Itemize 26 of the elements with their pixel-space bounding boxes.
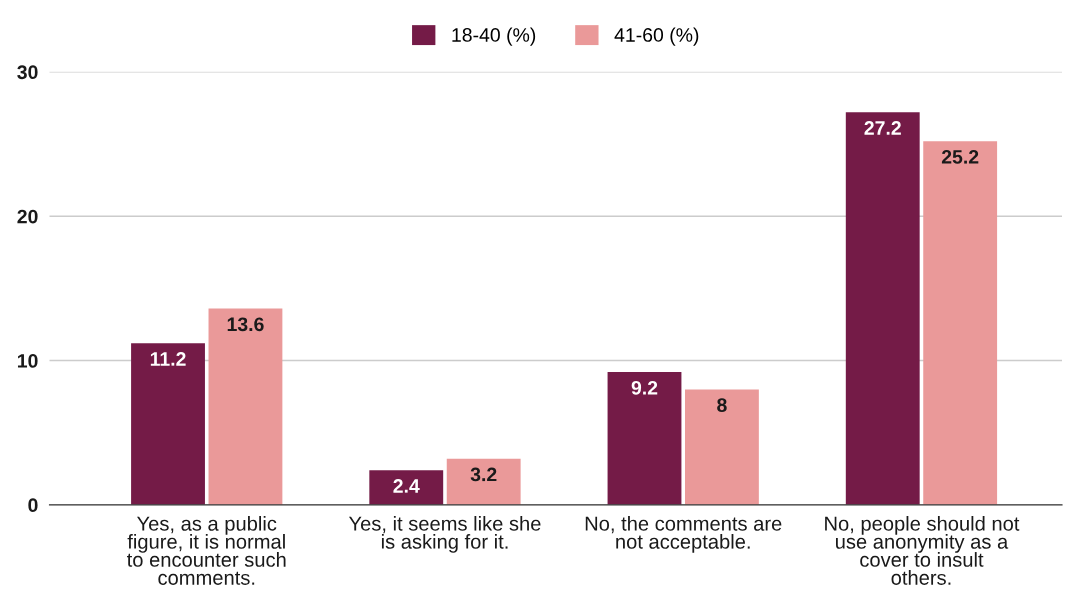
data-label: 13.6 — [227, 317, 264, 332]
data-label: 3.2 — [470, 467, 497, 482]
bar — [685, 389, 759, 505]
bar — [208, 308, 283, 505]
bar — [446, 458, 521, 505]
y-tick-label: 0 — [28, 498, 38, 513]
data-label: 27.2 — [864, 121, 901, 135]
data-label: 2.4 — [393, 479, 420, 493]
legend-label: 41-60 (%) — [614, 27, 699, 46]
y-tick-label: 10 — [17, 354, 38, 368]
bar — [369, 470, 444, 505]
x-tick-label: Yes, as a public figure, it is normal to encounter such comments. — [127, 515, 286, 585]
bar — [845, 112, 920, 505]
legend-label: 18-40 (%) — [452, 27, 536, 46]
bar — [607, 372, 682, 505]
bar — [923, 141, 998, 505]
bar — [131, 343, 205, 505]
data-label: 9.2 — [631, 380, 658, 395]
data-label: 8 — [717, 398, 727, 413]
x-tick-label: No, the comments are not acceptable. — [585, 515, 782, 553]
y-tick-label: 20 — [17, 209, 38, 224]
x-tick-label: Yes, it seems like she is asking for it. — [348, 515, 541, 553]
data-label: 25.2 — [941, 149, 979, 164]
y-tick-label: 30 — [17, 65, 38, 80]
x-tick-label: No, people should not use anonymity as a cover to insult others. — [825, 515, 1020, 585]
data-label: 11.2 — [150, 352, 186, 366]
